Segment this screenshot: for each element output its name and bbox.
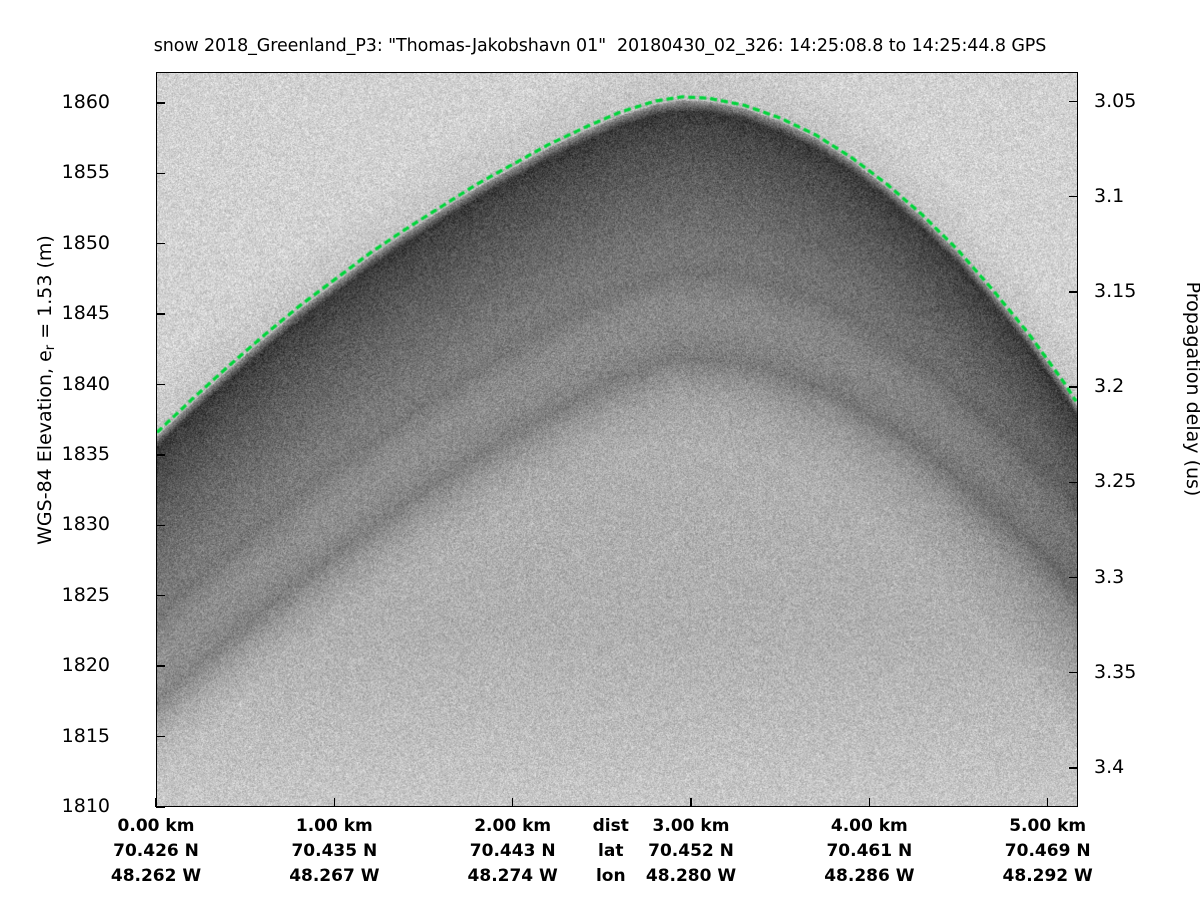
y-tick-mark-right bbox=[1069, 767, 1078, 769]
x-axis-column-3: 3.00 km 70.452 N 48.280 W bbox=[591, 814, 791, 889]
x-axis-column-4: 4.00 km 70.461 N 48.286 W bbox=[769, 814, 969, 889]
y-tick-label-left-1830: 1830 bbox=[61, 513, 110, 536]
x-tick-mark bbox=[690, 798, 692, 807]
y-tick-label-left-1820: 1820 bbox=[61, 654, 110, 677]
y-tick-mark-left bbox=[156, 313, 165, 315]
x-axis-key-dist: dist bbox=[592, 816, 629, 836]
x-tick-mark bbox=[1046, 798, 1049, 807]
y-tick-mark-right bbox=[1069, 481, 1078, 484]
x-axis-dist-value: 1.00 km bbox=[295, 816, 373, 836]
x-axis-dist-value: 0.00 km bbox=[117, 816, 195, 836]
echogram-plot-area[interactable] bbox=[156, 72, 1078, 807]
x-axis-key-lat: lat bbox=[598, 841, 624, 861]
y-tick-label-right-3.05: 3.05 bbox=[1094, 89, 1137, 112]
y-tick-label-left-1840: 1840 bbox=[61, 372, 110, 395]
y-tick-label-right-3.1: 3.1 bbox=[1094, 184, 1125, 207]
y-tick-label-left-1825: 1825 bbox=[61, 583, 110, 606]
y-tick-label-right-3.4: 3.4 bbox=[1094, 755, 1125, 778]
y-tick-mark-right bbox=[1069, 100, 1078, 103]
x-tick-mark bbox=[511, 798, 514, 807]
y-tick-mark-left bbox=[156, 383, 165, 386]
y-tick-label-left-1860: 1860 bbox=[61, 90, 110, 113]
x-axis-lon-value: 48.280 W bbox=[645, 866, 737, 886]
x-tick-mark bbox=[333, 798, 336, 807]
x-axis-lon-value: 48.267 W bbox=[289, 866, 380, 886]
x-axis-labels: 0.00 km 70.426 N 48.262 W 1.00 km 70.435 N 48… bbox=[0, 814, 1200, 894]
y-tick-mark-left bbox=[156, 735, 165, 738]
x-axis-lon-value: 48.274 W bbox=[467, 866, 558, 886]
y-tick-label-left-1850: 1850 bbox=[61, 231, 110, 254]
y-tick-mark-left bbox=[156, 806, 165, 808]
echogram-image bbox=[157, 73, 1077, 806]
y-tick-label-right-3.2: 3.2 bbox=[1094, 375, 1125, 398]
x-axis-key-lon: lon bbox=[595, 866, 626, 886]
figure-title: snow 2018_Greenland_P3: "Thomas-Jakobsha… bbox=[153, 36, 1047, 56]
y-tick-label-left-1845: 1845 bbox=[61, 302, 110, 325]
x-axis-dist-value: 4.00 km bbox=[830, 816, 908, 836]
y-tick-mark-left bbox=[156, 102, 165, 104]
x-axis-key-column: dist lat lon bbox=[566, 814, 656, 889]
y-tick-label-left-1810: 1810 bbox=[61, 795, 110, 817]
y-tick-mark-left bbox=[156, 454, 165, 456]
x-axis-lon-value: 48.286 W bbox=[824, 866, 915, 886]
y-tick-label-right-3.35: 3.35 bbox=[1094, 660, 1137, 683]
y-tick-mark-left bbox=[156, 243, 165, 245]
y-tick-label-right-3.25: 3.25 bbox=[1094, 470, 1137, 493]
x-tick-mark bbox=[155, 798, 157, 807]
y-tick-mark-left bbox=[156, 595, 165, 597]
y-tick-label-left-1815: 1815 bbox=[61, 724, 110, 747]
y-axis-label-left-subscript: r bbox=[43, 344, 58, 351]
y-tick-mark-right bbox=[1069, 576, 1078, 579]
x-axis-lat-value: 70.461 N bbox=[826, 841, 913, 861]
x-axis-lat-value: 70.469 N bbox=[1004, 841, 1091, 861]
y-tick-mark-left bbox=[156, 524, 165, 527]
y-tick-label-left-1855: 1855 bbox=[61, 161, 110, 184]
x-axis-lat-value: 70.426 N bbox=[113, 841, 199, 861]
y-tick-label-left-1835: 1835 bbox=[61, 442, 110, 465]
x-axis-dist-value: 3.00 km bbox=[652, 816, 730, 836]
x-axis-dist-value: 5.00 km bbox=[1009, 816, 1087, 836]
y-tick-mark-right bbox=[1069, 291, 1078, 293]
y-tick-mark-left bbox=[156, 172, 165, 175]
x-axis-lat-value: 70.443 N bbox=[469, 841, 556, 861]
x-axis-lat-value: 70.452 N bbox=[648, 841, 734, 861]
x-axis-column-0: 0.00 km 70.426 N 48.262 W bbox=[56, 814, 256, 889]
x-axis-column-2: 2.00 km 70.443 N 48.274 W bbox=[413, 814, 613, 889]
y-tick-label-right-3.3: 3.3 bbox=[1094, 565, 1125, 588]
y-tick-mark-left bbox=[156, 665, 165, 667]
y-tick-mark-right bbox=[1069, 672, 1078, 674]
y-tick-mark-right bbox=[1069, 196, 1078, 198]
x-axis-lat-value: 70.435 N bbox=[291, 841, 378, 861]
x-axis-lon-value: 48.292 W bbox=[1002, 866, 1093, 886]
x-axis-column-1: 1.00 km 70.435 N 48.267 W bbox=[234, 814, 434, 889]
x-axis-dist-value: 2.00 km bbox=[474, 816, 552, 836]
x-axis-column-5: 5.00 km 70.469 N 48.292 W bbox=[948, 814, 1148, 889]
y-tick-label-right-3.15: 3.15 bbox=[1094, 279, 1137, 302]
x-tick-mark bbox=[868, 798, 871, 807]
x-axis-lon-value: 48.262 W bbox=[110, 866, 202, 886]
y-tick-mark-right bbox=[1069, 386, 1078, 388]
